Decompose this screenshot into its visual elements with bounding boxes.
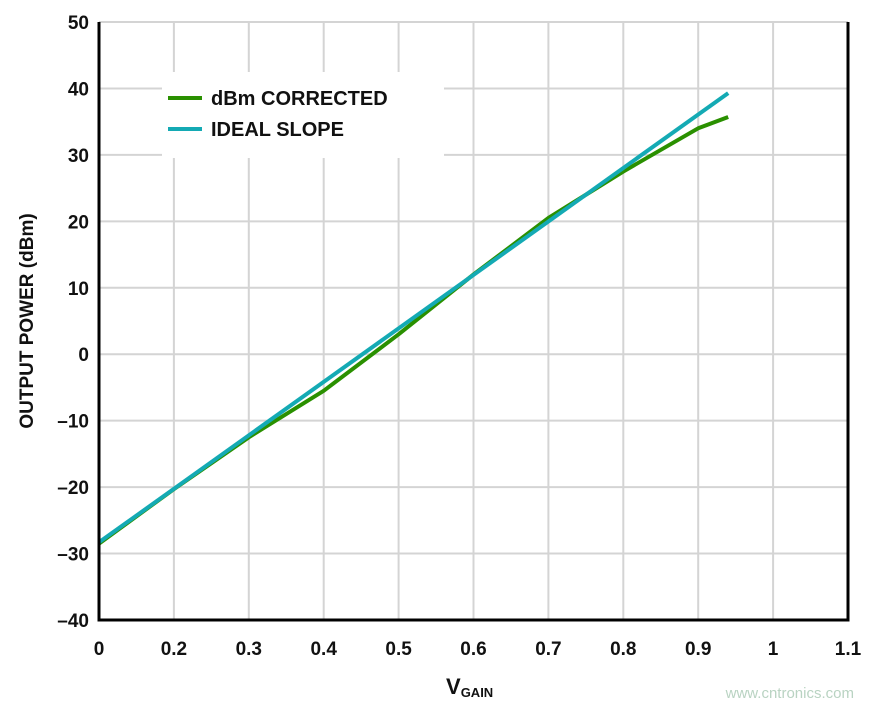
x-tick-label: 0.7 bbox=[535, 639, 561, 660]
series-line-ideal-slope bbox=[97, 91, 730, 544]
legend-box bbox=[162, 72, 444, 158]
axes bbox=[97, 22, 850, 622]
x-tick-label: 0 bbox=[94, 639, 105, 660]
y-tick-label: –10 bbox=[57, 412, 89, 433]
y-tick-label: 10 bbox=[68, 279, 89, 300]
legend-label-ideal-slope: IDEAL SLOPE bbox=[211, 119, 344, 141]
y-tick-label: 0 bbox=[78, 345, 89, 366]
x-tick-label: 0.9 bbox=[685, 639, 711, 660]
x-tick-label: 0.5 bbox=[385, 639, 412, 660]
x-tick-labels: 0 0.2 0.3 0.4 0.5 0.6 0.7 0.8 0.9 1 1.1 bbox=[94, 639, 862, 660]
series-lines bbox=[97, 91, 730, 546]
x-tick-label: 0.6 bbox=[460, 639, 486, 660]
watermark: www.cntronics.com bbox=[725, 685, 854, 702]
x-tick-label: 1.1 bbox=[835, 639, 862, 660]
y-tick-label: 20 bbox=[68, 212, 89, 233]
y-axis-label: OUTPUT POWER (dBm) bbox=[17, 213, 38, 428]
x-tick-label: 0.3 bbox=[236, 639, 262, 660]
y-tick-label: –30 bbox=[57, 545, 89, 566]
x-tick-label: 0.8 bbox=[610, 639, 636, 660]
y-tick-label: 50 bbox=[68, 13, 89, 34]
y-tick-label: –40 bbox=[57, 611, 89, 632]
x-axis-label: VGAIN bbox=[446, 674, 493, 700]
x-tick-label: 1 bbox=[768, 639, 779, 660]
x-tick-label: 0.4 bbox=[310, 639, 337, 660]
x-tick-label: 0.2 bbox=[161, 639, 187, 660]
y-tick-label: –20 bbox=[57, 478, 89, 499]
y-tick-label: 30 bbox=[68, 146, 89, 167]
y-tick-labels: 50 40 30 20 10 0 –10 –20 –30 –40 bbox=[57, 13, 89, 632]
legend-label-dbm-corrected: dBm CORRECTED bbox=[211, 88, 388, 110]
legend: dBm CORRECTED IDEAL SLOPE bbox=[162, 72, 444, 158]
series-line-dbm-corrected bbox=[97, 115, 729, 546]
y-tick-label: 40 bbox=[68, 79, 89, 100]
